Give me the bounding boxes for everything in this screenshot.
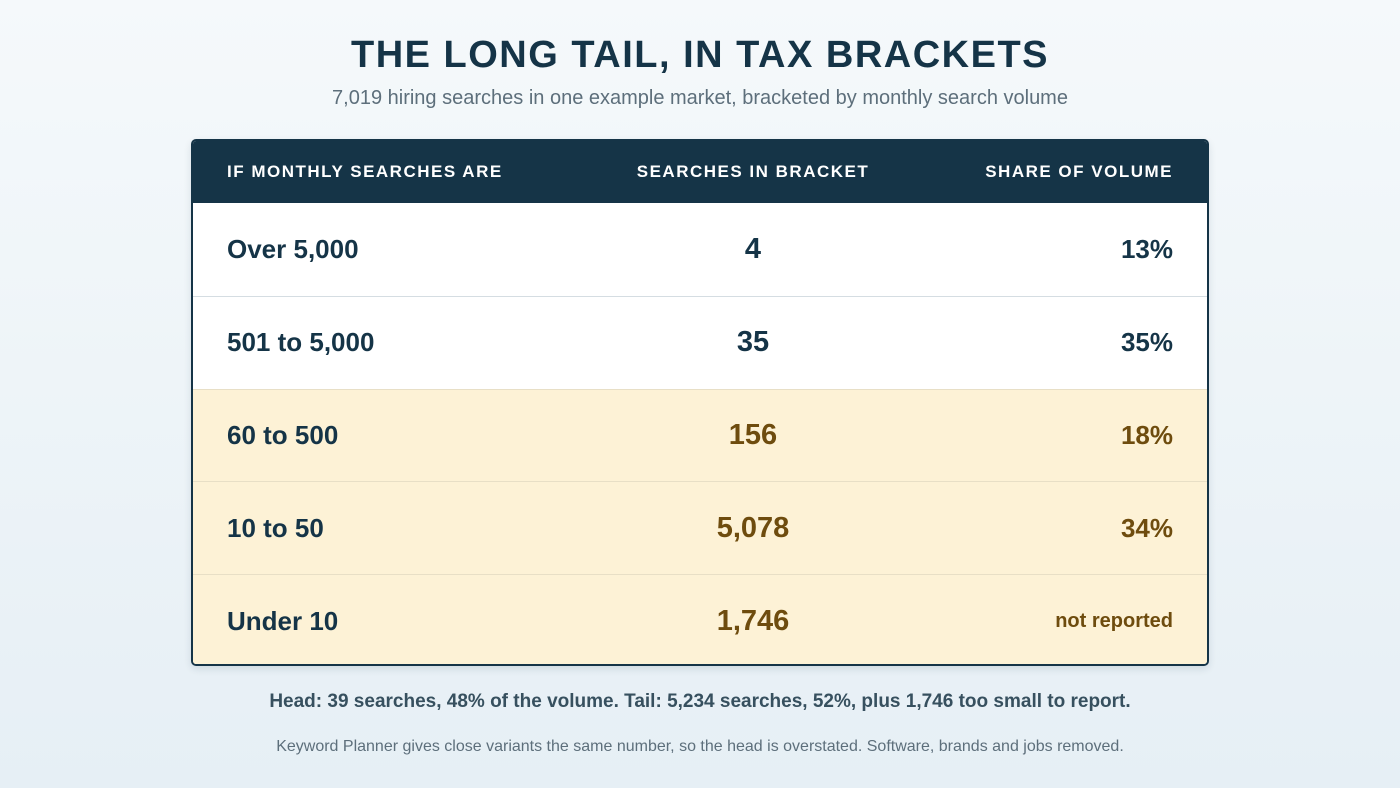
- footnote: Keyword Planner gives close variants the…: [276, 738, 1124, 755]
- searches-count: 1,746: [716, 604, 790, 637]
- searches-count: 4: [744, 232, 762, 265]
- searches-count: 156: [728, 418, 778, 451]
- volume-share: 35%: [1120, 327, 1173, 358]
- page-title: THE LONG TAIL, IN TAX BRACKETS: [350, 34, 1049, 76]
- summary-text: Head: 39 searches, 48% of the volume. Ta…: [269, 691, 1131, 712]
- brackets-table: IF MONTHLY SEARCHES ARE SEARCHES IN BRAC…: [191, 139, 1209, 666]
- bracket-label: 501 to 5,000: [227, 327, 375, 358]
- table-row: Under 10 1,746 not reported: [193, 574, 1207, 664]
- table-row: Over 5,000 4 13%: [193, 203, 1207, 296]
- table-row: 501 to 5,000 35 35%: [193, 295, 1207, 389]
- bracket-label: Over 5,000: [227, 233, 359, 264]
- volume-share: 13%: [1120, 233, 1173, 264]
- volume-share: not reported: [1055, 609, 1173, 632]
- volume-share: 34%: [1120, 512, 1173, 543]
- bracket-label: 60 to 500: [227, 419, 339, 450]
- column-header-bracket: IF MONTHLY SEARCHES ARE: [227, 162, 503, 181]
- page-subtitle: 7,019 hiring searches in one example mar…: [332, 87, 1068, 109]
- table-header: IF MONTHLY SEARCHES ARE SEARCHES IN BRAC…: [193, 141, 1207, 203]
- column-header-searches: SEARCHES IN BRACKET: [636, 162, 870, 181]
- searches-count: 5,078: [716, 511, 790, 544]
- bracket-label: Under 10: [227, 605, 339, 636]
- column-header-share: SHARE OF VOLUME: [985, 162, 1173, 181]
- table-row: 60 to 500 156 18%: [193, 388, 1207, 482]
- volume-share: 18%: [1120, 419, 1173, 450]
- table-row: 10 to 50 5,078 34%: [193, 481, 1207, 575]
- bracket-label: 10 to 50: [227, 512, 324, 543]
- searches-count: 35: [736, 326, 770, 359]
- table-body: Over 5,000 4 13% 501 to 5,000 35 35% 60 to 500…: [193, 203, 1207, 664]
